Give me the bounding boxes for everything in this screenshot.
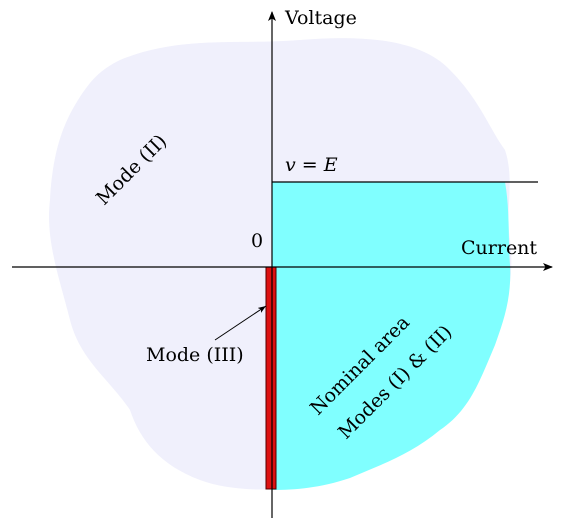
x-axis-label: Current (461, 237, 537, 259)
origin-label: 0 (251, 230, 263, 252)
y-axis-label: Voltage (284, 7, 357, 29)
voltage-level-label: v = E (285, 154, 338, 176)
nominal-region (272, 182, 511, 490)
mode-iii-pointer-arrow (214, 305, 267, 341)
mode-iii-bar (265, 266, 277, 490)
mode-iii-label: Mode (III) (146, 344, 244, 366)
